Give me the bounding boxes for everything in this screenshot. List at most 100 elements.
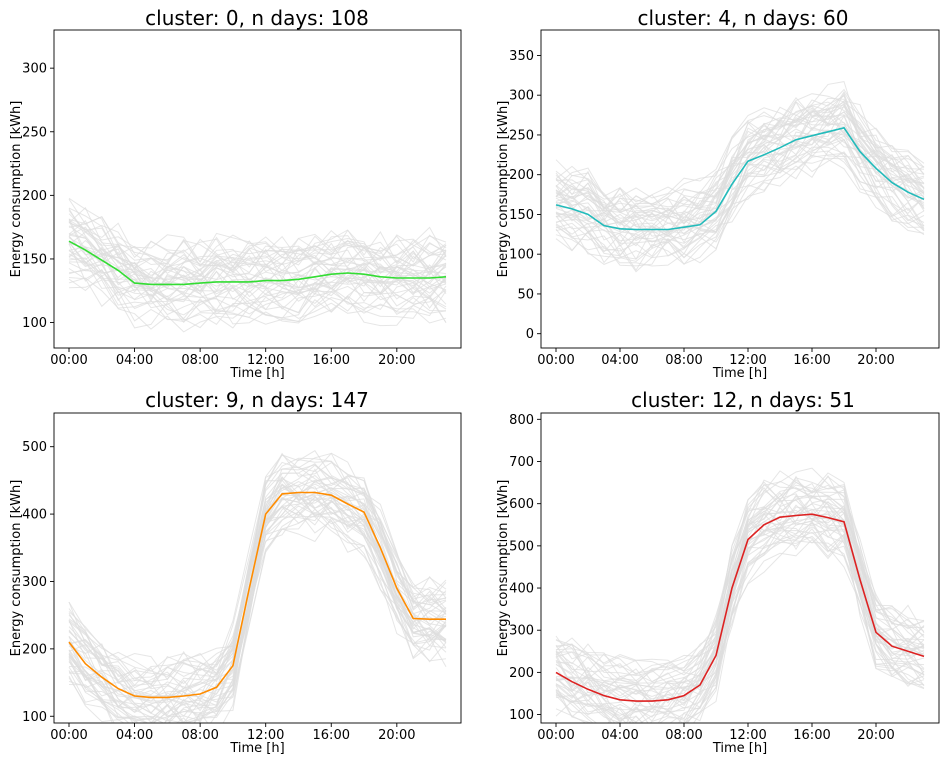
chart-panel-2: 00:00 04:00 08:00 12:00 16:00 20:00 100 200 300 4… [9, 388, 462, 756]
mean-profile-line [555, 513, 925, 702]
x-axis-label: Time [h] [712, 366, 767, 381]
chart-panel-3: 00:00 04:00 08:00 12:00 16:00 20:00 100 200 300 4… [496, 388, 940, 756]
day-profile-line [68, 487, 447, 704]
day-profile-line [68, 242, 447, 298]
y-tick-label: 200 [509, 168, 534, 183]
day-profile-line [68, 197, 447, 268]
y-tick-label: 500 [509, 539, 534, 554]
y-tick-label: 0 [526, 327, 534, 342]
chart-title: cluster: 12, n days: 51 [631, 388, 855, 412]
y-tick-label: 100 [509, 708, 534, 723]
x-axis-label: Time [h] [712, 741, 767, 756]
day-profile-line [555, 117, 925, 233]
x-tick-label: 00:00 [50, 728, 87, 743]
y-tick-label: 350 [509, 49, 534, 64]
x-tick-label: 20:00 [857, 353, 894, 368]
chart-title: cluster: 9, n days: 147 [145, 388, 369, 412]
y-tick-label: 300 [22, 575, 47, 590]
day-profile-line [555, 109, 925, 224]
y-tick-label: 200 [22, 189, 47, 204]
day-profile-line [555, 484, 925, 688]
day-profile-line [68, 268, 447, 320]
day-profile-line [555, 157, 925, 265]
y-tick-label: 100 [22, 710, 47, 725]
x-tick-label: 00:00 [537, 728, 574, 743]
x-tick-label: 00:00 [50, 353, 87, 368]
y-tick-label: 150 [509, 208, 534, 223]
mean-profile-line [68, 491, 446, 699]
y-tick-label: 300 [509, 89, 534, 104]
day-profile-line [68, 498, 447, 723]
chart-panel-0: 00:00 04:00 08:00 12:00 16:00 20:00 100 150 200 2… [9, 6, 462, 381]
day-profile-line [555, 467, 925, 669]
day-profile-line [68, 277, 447, 329]
x-tick-label: 04:00 [601, 728, 638, 743]
y-tick-label: 600 [509, 497, 534, 512]
mean-profile-line [555, 126, 925, 231]
day-profile-line [68, 457, 447, 686]
y-tick-label: 300 [22, 62, 47, 77]
day-profile-line [68, 216, 447, 266]
day-profile-line [68, 234, 447, 277]
y-tick-label: 250 [22, 125, 47, 140]
y-tick-label: 100 [22, 316, 47, 331]
day-profile-line [68, 242, 447, 302]
axes-frame [53, 29, 462, 349]
day-profile-line [555, 106, 925, 222]
day-profile-line [555, 472, 925, 682]
mean-profile-line [68, 240, 447, 286]
y-tick-label: 400 [22, 508, 47, 523]
day-profile-line [68, 450, 447, 681]
day-profile-line [555, 97, 925, 214]
chart-title: cluster: 0, n days: 108 [145, 6, 369, 30]
y-axis-label: Energy consumption [kWh] [9, 101, 24, 278]
day-profile-line [555, 513, 925, 705]
x-tick-label: 08:00 [181, 353, 218, 368]
day-profile-line [68, 277, 447, 323]
x-tick-label: 04:00 [116, 728, 153, 743]
day-profile-line [68, 472, 447, 690]
day-profile-line [68, 221, 447, 268]
day-profile-line [68, 235, 447, 289]
day-profile-line [68, 219, 447, 266]
x-tick-label: 04:00 [116, 353, 153, 368]
background-day-profiles [68, 450, 447, 723]
day-profile-line [555, 126, 925, 247]
y-tick-label: 400 [509, 582, 534, 597]
background-day-profiles [555, 81, 925, 273]
day-profile-line [555, 88, 925, 214]
x-tick-label: 16:00 [793, 728, 830, 743]
day-profile-line [555, 146, 925, 267]
day-profile-line [68, 262, 447, 310]
x-tick-label: 12:00 [729, 353, 766, 368]
x-tick-label: 08:00 [665, 353, 702, 368]
y-axis-label: Energy consumption [kWh] [496, 101, 511, 278]
y-tick-label: 250 [509, 128, 534, 143]
day-profile-line [555, 538, 925, 723]
x-tick-label: 16:00 [793, 353, 830, 368]
day-profile-line [555, 91, 925, 221]
axes-frame [540, 29, 940, 349]
day-profile-line [555, 113, 925, 234]
day-profile-line [555, 151, 925, 257]
day-profile-line [555, 90, 925, 219]
x-axis-label: Time [h] [229, 366, 284, 381]
chart-panel-1: 00:00 04:00 08:00 12:00 16:00 20:00 0 50 100 150 2… [496, 6, 940, 381]
day-profile-line [555, 101, 925, 212]
day-profile-line [68, 476, 447, 700]
y-axis-label: Energy consumption [kWh] [496, 480, 511, 657]
y-tick-label: 150 [22, 252, 47, 267]
x-tick-label: 00:00 [537, 353, 574, 368]
axes-frame [53, 412, 462, 724]
y-tick-label: 100 [509, 248, 534, 263]
day-profile-line [555, 480, 925, 673]
day-profile-line [68, 236, 447, 297]
day-profile-line [555, 506, 925, 711]
day-profile-line [68, 493, 447, 714]
x-tick-label: 08:00 [665, 728, 702, 743]
x-tick-label: 20:00 [378, 353, 415, 368]
y-tick-label: 200 [22, 642, 47, 657]
x-tick-label: 08:00 [181, 728, 218, 743]
day-profile-line [555, 539, 925, 723]
